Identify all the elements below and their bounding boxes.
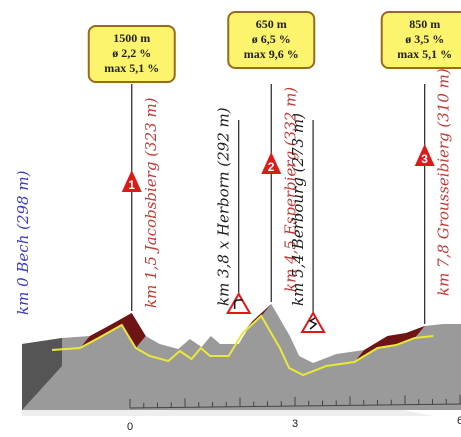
climb-segment-1: [79, 313, 146, 348]
climb-info-box-2: 650 mø 6,5 %max 9,6 %: [227, 11, 316, 69]
climb-info-box-frame: [87, 25, 176, 83]
climb-marker-2: [261, 152, 282, 174]
climb-info-box-frame: [227, 11, 316, 69]
climb-marker-number: 3: [421, 152, 428, 166]
profile-ridge-line: [51, 314, 434, 377]
climb-segment-3: [354, 326, 425, 362]
profile-base-shadow: [22, 410, 434, 416]
climb-info-box-3: 850 mø 3,5 %max 5,1 %: [380, 11, 461, 69]
climb-max-gradient: max 9,6 %: [244, 47, 299, 61]
km-tick-label: 6: [457, 415, 461, 427]
climb-length: 1500 m: [113, 31, 150, 45]
km-tick-label: 3: [292, 418, 298, 430]
climb-avg-gradient: ø 2,2 %: [112, 46, 151, 60]
climb-marker-number: 2: [268, 160, 275, 174]
turn-arrow-icon: [233, 299, 243, 309]
waypoint-label-herborn: km 3,8 x Herborn (292 m): [215, 107, 233, 306]
climb-info-boxes: 1500 mø 2,2 %max 5,1 %650 mø 6,5 %max 9,…: [87, 11, 461, 83]
profile-surface: [22, 304, 461, 410]
waypoint-labels: km 0 Bech (298 m) km 1,5 Jacobsbierg (323…: [14, 68, 453, 315]
winding-road-icon: [308, 317, 318, 330]
km-tick-label: 0: [127, 421, 133, 432]
climb-length: 850 m: [409, 17, 440, 31]
climb-marker-number: 1: [128, 178, 135, 192]
waypoint-label-esperbierg: km 4,5 Esperbierg (332 m): [281, 87, 299, 292]
waypoint-label-start: km 0 Bech (298 m): [14, 170, 32, 315]
climb-max-gradient: max 5,1 %: [397, 47, 452, 61]
climb-avg-gradient: ø 3,5 %: [405, 32, 444, 46]
climb-avg-gradient: ø 6,5 %: [252, 32, 291, 46]
km-axis-line: [129, 403, 461, 409]
waypoint-label-berbourg: km 5,4 Berbourg (273 m): [289, 113, 307, 306]
climb-info-box-1: 1500 mø 2,2 %max 5,1 %: [87, 25, 176, 83]
waypoint-label-grousseibierg: km 7,8 Grousseibierg (310 m): [435, 68, 453, 296]
waypoint-label-jacobsbierg: km 1,5 Jacobsbierg (323 m): [142, 97, 160, 308]
climb-length: 650 m: [256, 17, 287, 31]
climb-max-gradient: max 5,1 %: [104, 61, 159, 75]
profile-left-face: [22, 338, 62, 410]
climb-marker-1: [121, 170, 142, 192]
climb-info-box-frame: [380, 11, 461, 69]
km-axis: 0 3 6: [127, 394, 461, 433]
waypoint-lines: 1 2 3: [121, 84, 435, 333]
climb-marker-3: [414, 144, 435, 166]
road-sign-turn: [225, 292, 252, 314]
profile-front-face: [22, 304, 461, 410]
